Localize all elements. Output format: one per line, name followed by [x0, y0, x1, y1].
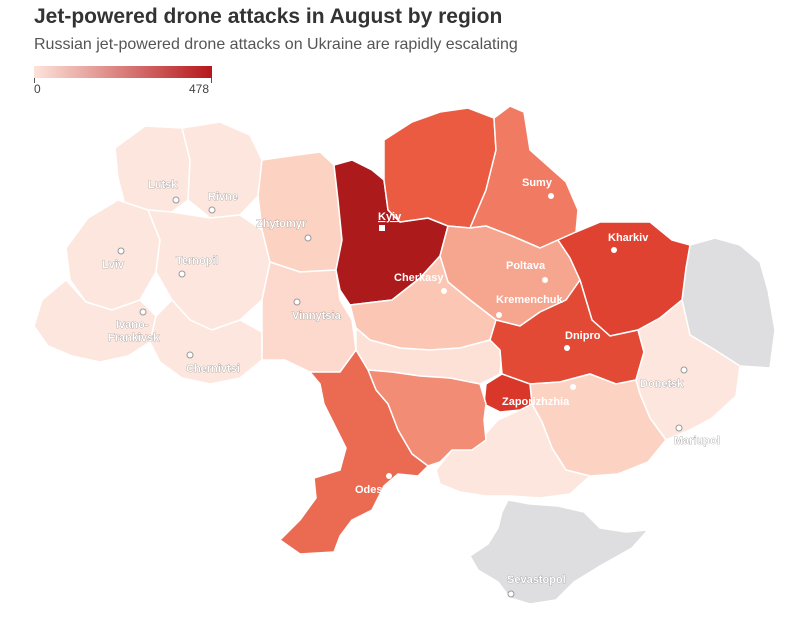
city-label-mariupol: Mariupol — [674, 435, 720, 447]
region-lviv — [65, 199, 161, 311]
city-cherkasy: Cherkasy — [394, 272, 447, 294]
map-title: Jet-powered drone attacks in August by r… — [34, 5, 503, 28]
city-rivne: Rivne — [208, 191, 238, 214]
region-crimea — [469, 499, 649, 605]
city-label-zaporizhzhia: Zaporizhzhia — [502, 396, 570, 408]
region-volyn — [114, 125, 191, 213]
legend-min-label: 0 — [34, 82, 41, 96]
region-kherson — [435, 403, 591, 499]
city-label-dnipro: Dnipro — [565, 330, 601, 342]
city-label-sevastopol: Sevastopol — [507, 574, 566, 586]
city-label-zhytomyr: Zhytomyr — [256, 218, 307, 230]
city-label-lviv: Lviv — [102, 259, 125, 271]
city-donetsk: Donetsk — [640, 366, 688, 390]
city-label-sumy: Sumy — [522, 177, 553, 189]
city-kharkiv: Kharkiv — [608, 232, 649, 253]
city-label-vinnytsia: Vinnytsia — [292, 310, 342, 322]
city-label-chernivtsi: Chernivtsi — [186, 363, 240, 375]
city-ivano-frankivsk: Ivano-Frankivsk — [108, 308, 161, 344]
city-label-kremenchuk: Kremenchuk — [496, 294, 564, 306]
city-lviv: Lviv — [102, 247, 125, 271]
region-ternopil — [147, 209, 271, 331]
city-vinnytsia: Vinnytsia — [292, 298, 342, 322]
region-zhytomyr — [257, 151, 343, 273]
city-kyiv: Kyiv — [378, 211, 402, 231]
city-ternopil: Ternopil — [176, 255, 219, 278]
city-label-ivano-frankivsk: Ivano-Frankivsk — [108, 319, 160, 344]
city-poltava: Poltava — [506, 260, 548, 283]
legend-color-scale — [34, 66, 212, 78]
city-chernivtsi: Chernivtsi — [186, 351, 240, 375]
city-label-odesa: Odesa — [355, 484, 390, 496]
city-label-ternopil: Ternopil — [176, 255, 219, 267]
city-odesa: Odesa — [355, 473, 392, 496]
city-label-poltava: Poltava — [506, 260, 546, 272]
city-dnipro: Dnipro — [564, 330, 601, 351]
city-lutsk: Lutsk — [148, 179, 180, 204]
city-kremenchuk: Kremenchuk — [496, 294, 564, 318]
city-sevastopol: Sevastopol — [507, 574, 566, 598]
city-label-kyiv: Kyiv — [378, 211, 402, 223]
city-zaporizhzhia: Zaporizhzhia — [502, 384, 576, 408]
city-label-rivne: Rivne — [208, 191, 238, 203]
city-zhytomyr: Zhytomyr — [256, 218, 312, 242]
map-subtitle: Russian jet-powered drone attacks on Ukr… — [34, 36, 518, 53]
legend-tick-max — [211, 78, 212, 83]
city-label-donetsk: Donetsk — [640, 378, 684, 390]
region-rivne — [181, 121, 263, 219]
city-mariupol: Mariupol — [674, 424, 720, 447]
legend-tick-min — [34, 78, 35, 83]
city-label-cherkasy: Cherkasy — [394, 272, 444, 284]
region-odesa — [279, 349, 429, 555]
legend-max-label: 478 — [189, 82, 210, 96]
city-sumy: Sumy — [522, 177, 554, 199]
city-label-lutsk: Lutsk — [148, 179, 178, 191]
city-label-kharkiv: Kharkiv — [608, 232, 649, 244]
